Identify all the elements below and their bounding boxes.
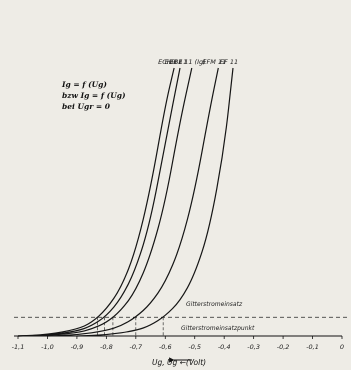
x-tick-label: -0,5 [188,343,201,351]
formula-line-1: Ig = f (Ug) [61,80,107,89]
x-tick-labels: -1,1 -1,0 -0,9 -0,8 -0,7 -0,6 -0,5 -0,4 -0,3 -0,2… [12,343,344,351]
formula-line-3: bei Ugr = 0 [62,102,111,111]
x-tick-label: -0,7 [129,343,143,351]
x-ticks [17,336,343,339]
x-tick-label: -0,9 [71,343,84,351]
curve-label: EBF 11 (Ig) [170,58,206,66]
guide-lines [14,316,348,336]
x-tick-label: 0 [340,343,344,351]
curves [17,67,234,337]
formula-block: Ig = f (Ug) bzw Ig = f (Ug) bei Ugr = 0 [61,80,126,111]
x-axis [14,335,342,363]
x-tick-label: -0,3 [247,343,260,351]
x-tick-label: -0,1 [306,343,319,351]
curve-label: EF 11 [220,58,238,66]
curve-ef-11 [76,67,234,337]
x-axis-title: Ug, Ug ←(Volt) [152,358,206,367]
curve-label: EBF 11 [165,58,188,66]
annotation-gitterstromeinsatzpunkt: Gitterstromeinsatzpunkt [181,325,255,332]
formula-line-2: bzw Ig = f (Ug) [62,91,126,100]
x-tick-label: -0,8 [100,343,113,351]
x-tick-label: -0,4 [218,343,231,351]
x-tick-label: -0,6 [159,343,172,351]
curve-ebf-11-ig- [17,67,193,337]
curve-ech-11 [17,67,175,337]
curve-efm-11 [47,67,219,337]
x-tick-label: -1,0 [41,343,54,351]
curve-label: EFM 11 [202,58,226,66]
x-tick-label: -1,1 [12,343,25,351]
annotation-gitterstromeinsatz: Gitterstromeinsatz [186,301,243,308]
x-tick-label: -0,2 [277,343,290,351]
curve-label: ECH 11 [158,58,182,66]
